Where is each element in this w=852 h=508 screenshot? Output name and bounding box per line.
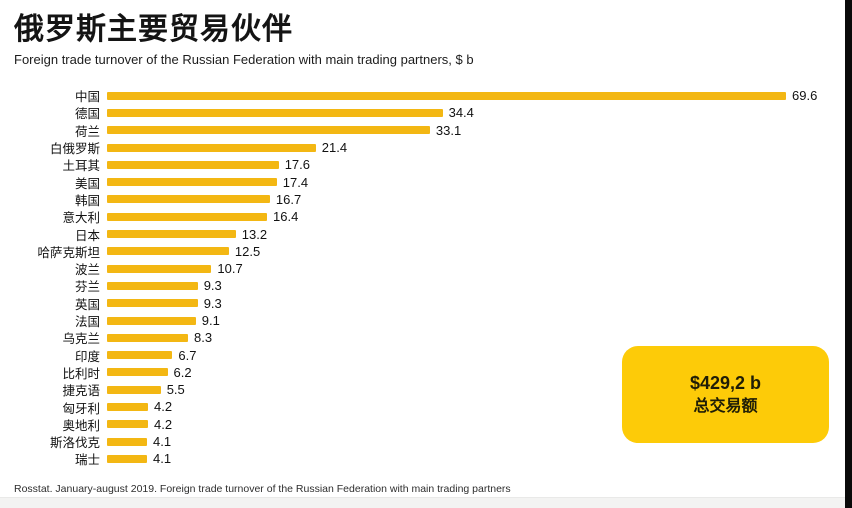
chart-row: 日本 13.2 [0, 225, 820, 243]
value-label: 9.3 [203, 295, 222, 311]
value-label: 17.4 [282, 174, 309, 190]
bar [107, 402, 148, 411]
category-label: 芬兰 [74, 280, 100, 295]
chart-row: 美国 17.4 [0, 173, 820, 191]
value-label: 17.6 [284, 157, 310, 173]
source-note: Rosstat. January-august 2019. Foreign tr… [14, 483, 511, 495]
bar [107, 316, 196, 325]
value-label: 4.1 [153, 434, 172, 450]
value-label: 69.6 [792, 88, 818, 104]
value-label: 34.4 [448, 105, 474, 121]
chart-row: 斯洛伐克 4.1 [0, 433, 820, 450]
category-label: 乌克兰 [62, 332, 100, 347]
value-label: 13.2 [241, 226, 268, 242]
chart-row: 白俄罗斯 21.4 [0, 139, 820, 156]
value-label: 8.3 [194, 330, 213, 346]
value-label: 5.5 [166, 382, 185, 398]
bar [107, 160, 279, 169]
category-label: 哈萨克斯坦 [37, 245, 100, 260]
category-label: 印度 [74, 349, 100, 364]
page-title: 俄罗斯主要贸易伙伴 [14, 13, 293, 46]
value-label: 4.1 [153, 451, 172, 467]
category-label: 日本 [74, 228, 100, 243]
category-label: 比利时 [62, 366, 100, 381]
value-label: 16.7 [275, 191, 302, 207]
bottom-strip [0, 497, 845, 508]
category-label: 美国 [74, 176, 100, 191]
value-label: 4.2 [154, 399, 173, 415]
bar [107, 178, 277, 187]
chart-row: 荷兰 33.1 [0, 122, 820, 139]
value-label: 10.7 [217, 261, 243, 277]
value-label: 33.1 [435, 122, 462, 138]
bar [107, 351, 173, 360]
category-label: 中国 [74, 90, 100, 105]
category-label: 荷兰 [74, 124, 100, 139]
bar [107, 299, 198, 308]
category-label: 韩国 [74, 193, 100, 208]
chart-row: 奥地利 4.2 [0, 416, 820, 433]
chart-row: 韩国 16.7 [0, 191, 820, 208]
category-label: 德国 [74, 107, 100, 122]
category-label: 意大利 [62, 211, 100, 226]
total-label: 总交易额 [693, 397, 758, 415]
chart-row: 比利时 6.2 [0, 364, 820, 381]
value-label: 21.4 [321, 140, 348, 156]
chart-row: 哈萨克斯坦 12.5 [0, 243, 820, 260]
chart-row: 芬兰 9.3 [0, 277, 820, 294]
bar-chart: 中国 69.6 德国 34.4 荷兰 33.1 白俄罗斯 21.4 土耳其 17.6 美国 17.4 韩… [0, 87, 820, 468]
chart-row: 中国 69.6 [0, 87, 820, 104]
bar [107, 264, 212, 273]
bar [107, 108, 443, 117]
category-label: 波兰 [74, 263, 100, 278]
bar [107, 247, 229, 256]
total-badge: $429,2 b 总交易额 [622, 346, 829, 443]
category-label: 匈牙利 [62, 401, 100, 416]
page-subtitle: Foreign trade turnover of the Russian Fe… [14, 52, 474, 67]
bar [107, 281, 198, 290]
category-label: 法国 [74, 315, 100, 330]
bar [107, 143, 316, 152]
category-label: 白俄罗斯 [49, 142, 100, 157]
category-label: 瑞士 [74, 453, 100, 468]
category-label: 斯洛伐克 [49, 436, 100, 451]
chart-row: 瑞士 4.1 [0, 450, 820, 467]
value-label: 12.5 [234, 243, 261, 259]
chart-row: 意大利 16.4 [0, 208, 820, 225]
chart-row: 德国 34.4 [0, 104, 820, 121]
chart-row: 印度 6.7 [0, 346, 820, 364]
bar [107, 454, 147, 463]
bar [107, 437, 147, 446]
chart-row: 英国 9.3 [0, 295, 820, 312]
bar [107, 420, 148, 429]
total-amount: $429,2 b [689, 372, 762, 393]
value-label: 4.2 [154, 416, 173, 432]
value-label: 9.3 [203, 278, 222, 294]
bar [107, 333, 188, 342]
category-label: 捷克语 [62, 384, 100, 399]
category-label: 奥地利 [62, 418, 100, 433]
chart-row: 法国 9.1 [0, 312, 820, 329]
category-label: 英国 [74, 297, 100, 312]
chart-row: 波兰 10.7 [0, 260, 820, 277]
chart-row: 匈牙利 4.2 [0, 398, 820, 415]
bar [107, 368, 168, 377]
bar [107, 212, 267, 221]
bar [107, 230, 236, 239]
right-edge-bar [845, 0, 852, 508]
bar [107, 126, 430, 135]
bar [107, 385, 161, 394]
category-label: 土耳其 [62, 159, 100, 174]
chart-row: 捷克语 5.5 [0, 381, 820, 398]
value-label: 6.2 [173, 364, 192, 380]
value-label: 9.1 [201, 313, 220, 328]
chart-row: 土耳其 17.6 [0, 156, 820, 173]
bar [107, 91, 786, 100]
bar [107, 195, 270, 204]
value-label: 6.7 [178, 347, 197, 363]
chart-row: 乌克兰 8.3 [0, 329, 820, 346]
value-label: 16.4 [273, 209, 299, 225]
